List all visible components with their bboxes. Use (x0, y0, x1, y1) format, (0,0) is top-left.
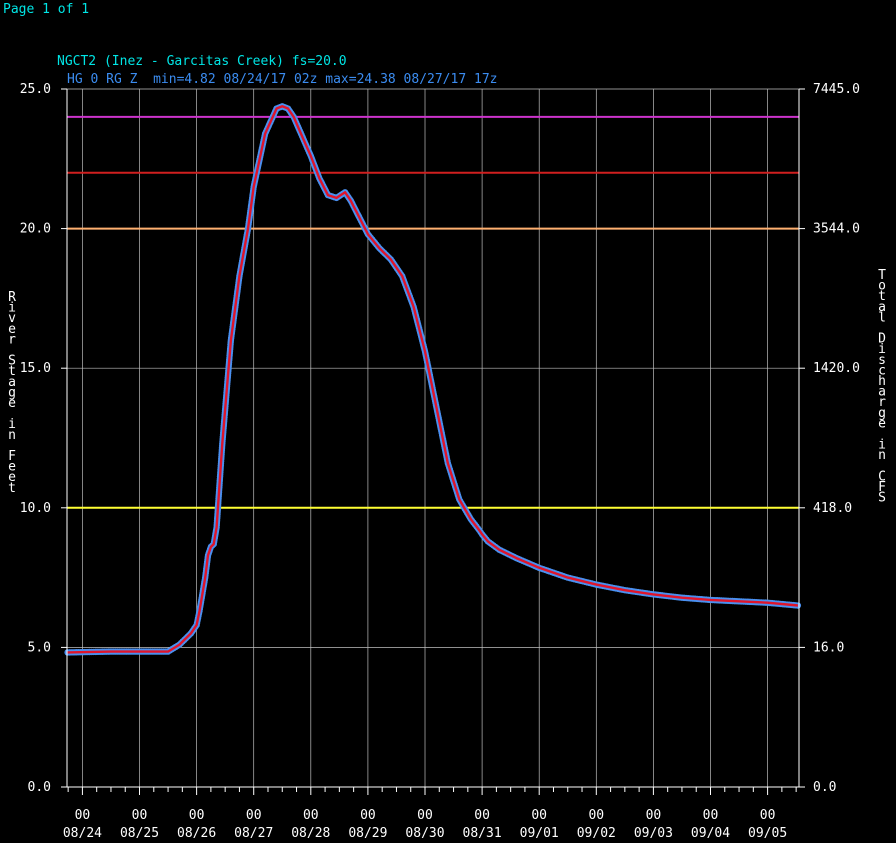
axis-label-char: S (878, 491, 886, 506)
axis-label-char: g (8, 385, 16, 400)
axis-label-char: i (878, 438, 886, 453)
x-tick-hour-label: 00 (132, 808, 148, 823)
x-tick-date-label: 08/29 (348, 826, 387, 841)
y2-tick-label: 3544.0 (813, 222, 860, 237)
axis-label-char: i (8, 301, 16, 316)
x-tick-date-label: 09/03 (634, 826, 673, 841)
axis-label-char: c (878, 363, 886, 378)
axis-label-char: s (878, 353, 886, 368)
y-tick-label: 10.0 (20, 501, 51, 516)
x-tick-hour-label: 00 (246, 808, 262, 823)
axis-label-char: e (8, 396, 16, 411)
x-tick-hour-label: 00 (531, 808, 547, 823)
y-tick-label: 15.0 (20, 361, 51, 376)
axis-label-char: i (8, 417, 16, 432)
x-tick-date-label: 09/05 (748, 826, 787, 841)
x-tick-date-label: 08/25 (120, 826, 159, 841)
axis-label-char: t (8, 481, 16, 496)
axis-label-char: t (8, 364, 16, 379)
chart-subtitle: HG 0 RG Z min=4.82 08/24/17 02z max=24.3… (67, 72, 498, 87)
threshold-lines (67, 115, 799, 509)
y2-tick-label: 0.0 (813, 780, 836, 795)
axis-label-char: e (8, 470, 16, 485)
axis-label-char: e (8, 460, 16, 475)
x-tick-date-label: 08/24 (63, 826, 102, 841)
y-tick-label: 0.0 (28, 780, 51, 795)
y-tick-label: 25.0 (20, 82, 51, 97)
axis-label-char: T (878, 268, 886, 283)
grid-layer (67, 88, 799, 788)
chart-title: NGCT2 (Inez - Garcitas Creek) fs=20.0 (57, 54, 347, 69)
x-tick-date-label: 08/27 (234, 826, 273, 841)
axis-label-char: l (878, 310, 886, 325)
series-line (67, 105, 799, 654)
x-tick-hour-label: 00 (474, 808, 490, 823)
x-tick-hour-label: 00 (360, 808, 376, 823)
axis-label-char: S (8, 354, 16, 369)
axis-label-char: C (878, 469, 886, 484)
axis-label-char: F (8, 449, 16, 464)
x-tick-date-label: 08/28 (291, 826, 330, 841)
x-tick-hour-label: 00 (417, 808, 433, 823)
axis-labels: 0.0 0.0 5.0 16.0 10.0 418.0 15.0 1420.0 20.0 3544… (8, 82, 886, 841)
axis-label-char: D (878, 332, 886, 347)
axis-label-char: F (878, 480, 886, 495)
x-tick-date-label: 08/31 (463, 826, 502, 841)
axis-label-char: a (8, 375, 16, 390)
x-tick-hour-label: 00 (760, 808, 776, 823)
axis-label-char: r (878, 395, 886, 410)
series-markers (64, 103, 802, 656)
axis-label-char: h (878, 374, 886, 389)
x-tick-hour-label: 00 (588, 808, 604, 823)
x-tick-hour-label: 00 (75, 808, 91, 823)
axis-layer (61, 88, 805, 795)
y2-tick-label: 1420.0 (813, 361, 860, 376)
x-tick-date-label: 08/30 (405, 826, 444, 841)
y2-tick-label: 16.0 (813, 640, 844, 655)
axis-label-char: n (8, 428, 16, 443)
axis-label-char: a (878, 300, 886, 315)
y-tick-label: 5.0 (28, 640, 51, 655)
axis-label-char: R (8, 290, 16, 305)
axis-label-char: g (878, 406, 886, 421)
y-tick-label: 20.0 (20, 222, 51, 237)
x-tick-date-label: 09/02 (577, 826, 616, 841)
axis-label-char: t (878, 289, 886, 304)
axis-label-char: e (8, 322, 16, 337)
axis-label-char: a (878, 385, 886, 400)
axis-label-char: e (878, 416, 886, 431)
axis-label-char: r (8, 332, 16, 347)
x-tick-date-label: 08/26 (177, 826, 216, 841)
axis-label-char: n (878, 448, 886, 463)
x-tick-date-label: 09/01 (520, 826, 559, 841)
x-tick-hour-label: 00 (189, 808, 205, 823)
axis-label-char: o (878, 279, 886, 294)
y2-tick-label: 418.0 (813, 501, 852, 516)
page-indicator: Page 1 of 1 (3, 2, 90, 17)
axis-label-char: i (878, 342, 886, 357)
series-layer (64, 103, 802, 656)
x-tick-hour-label: 00 (703, 808, 719, 823)
x-tick-date-label: 09/04 (691, 826, 730, 841)
axis-label-char: v (8, 311, 16, 326)
x-tick-hour-label: 00 (303, 808, 319, 823)
x-tick-hour-label: 00 (646, 808, 662, 823)
y2-tick-label: 7445.0 (813, 82, 860, 97)
